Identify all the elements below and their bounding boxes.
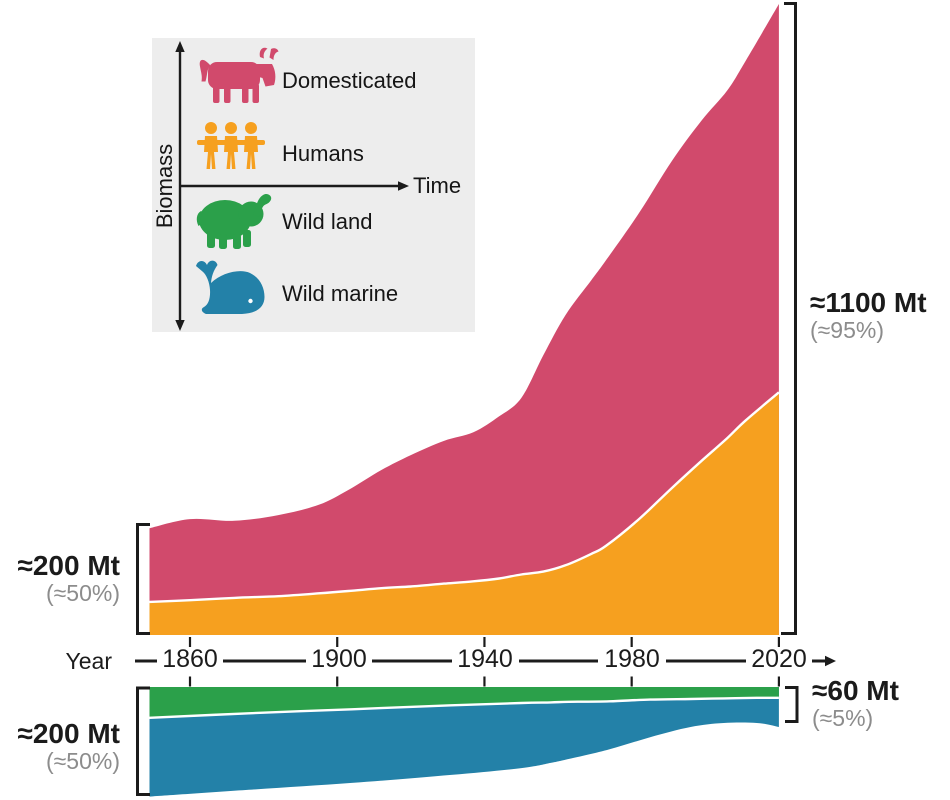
- area-domesticated: [149, 4, 779, 635]
- annotation-percent: (≈50%): [46, 580, 120, 607]
- series-separator: [149, 696, 779, 719]
- legend-label-domesticated: Domesticated: [282, 68, 417, 93]
- tick-label-2020: 2020: [751, 645, 807, 673]
- tick-label-1900: 1900: [311, 645, 367, 673]
- legend-label-wild-marine: Wild marine: [282, 281, 399, 306]
- legend-panel: [152, 38, 475, 332]
- annotation-value: ≈200 Mt: [17, 718, 120, 749]
- brackets: [136, 2, 799, 796]
- whale-icon: [196, 260, 265, 314]
- bracket-top-left: [136, 523, 150, 635]
- tick-label-1860: 1860: [162, 645, 218, 673]
- annotation-value: ≈1100 Mt: [810, 287, 927, 318]
- cow-icon: [199, 47, 279, 103]
- elephant-icon: [196, 193, 272, 249]
- area-humans: [149, 392, 779, 635]
- annotation-bottom-right: ≈60 Mt (≈5%): [812, 675, 899, 732]
- x-axis-arrow-icon: [825, 655, 836, 667]
- annotation-percent: (≈50%): [46, 748, 120, 775]
- tick-label-1980: 1980: [604, 645, 660, 673]
- annotation-percent: (≈95%): [810, 317, 884, 344]
- biomass-axis-arrow-icon: [175, 41, 185, 331]
- surface-biomass-chart: [149, 4, 780, 635]
- annotation-value: ≈200 Mt: [17, 550, 120, 581]
- x-axis: [135, 655, 836, 667]
- bracket-top-right: [781, 2, 797, 635]
- annotation-top-left: ≈200 Mt (≈50%): [0, 550, 120, 607]
- series-separator: [149, 391, 780, 604]
- annotation-top-right: ≈1100 Mt (≈95%): [810, 287, 927, 344]
- legend-label-humans: Humans: [282, 141, 364, 166]
- time-axis-label: Time: [413, 173, 462, 198]
- area-wild-marine: [149, 687, 779, 797]
- bracket-bottom-left: [136, 686, 150, 796]
- annotation-value: ≈60 Mt: [812, 675, 899, 706]
- annotation-percent: (≈5%): [812, 705, 874, 732]
- year-axis-title: Year: [65, 648, 112, 674]
- legend-label-wild-land: Wild land: [282, 209, 373, 234]
- bracket-bottom-right: [785, 686, 799, 723]
- humans-icon: [197, 122, 265, 169]
- wild-biomass-chart: [149, 687, 779, 797]
- tick-label-1940: 1940: [457, 645, 513, 673]
- time-axis-arrow-icon: [181, 181, 409, 191]
- biomass-axis-label: Biomass: [152, 143, 177, 229]
- tick-marks: [188, 637, 781, 687]
- annotation-bottom-left: ≈200 Mt (≈50%): [0, 718, 120, 775]
